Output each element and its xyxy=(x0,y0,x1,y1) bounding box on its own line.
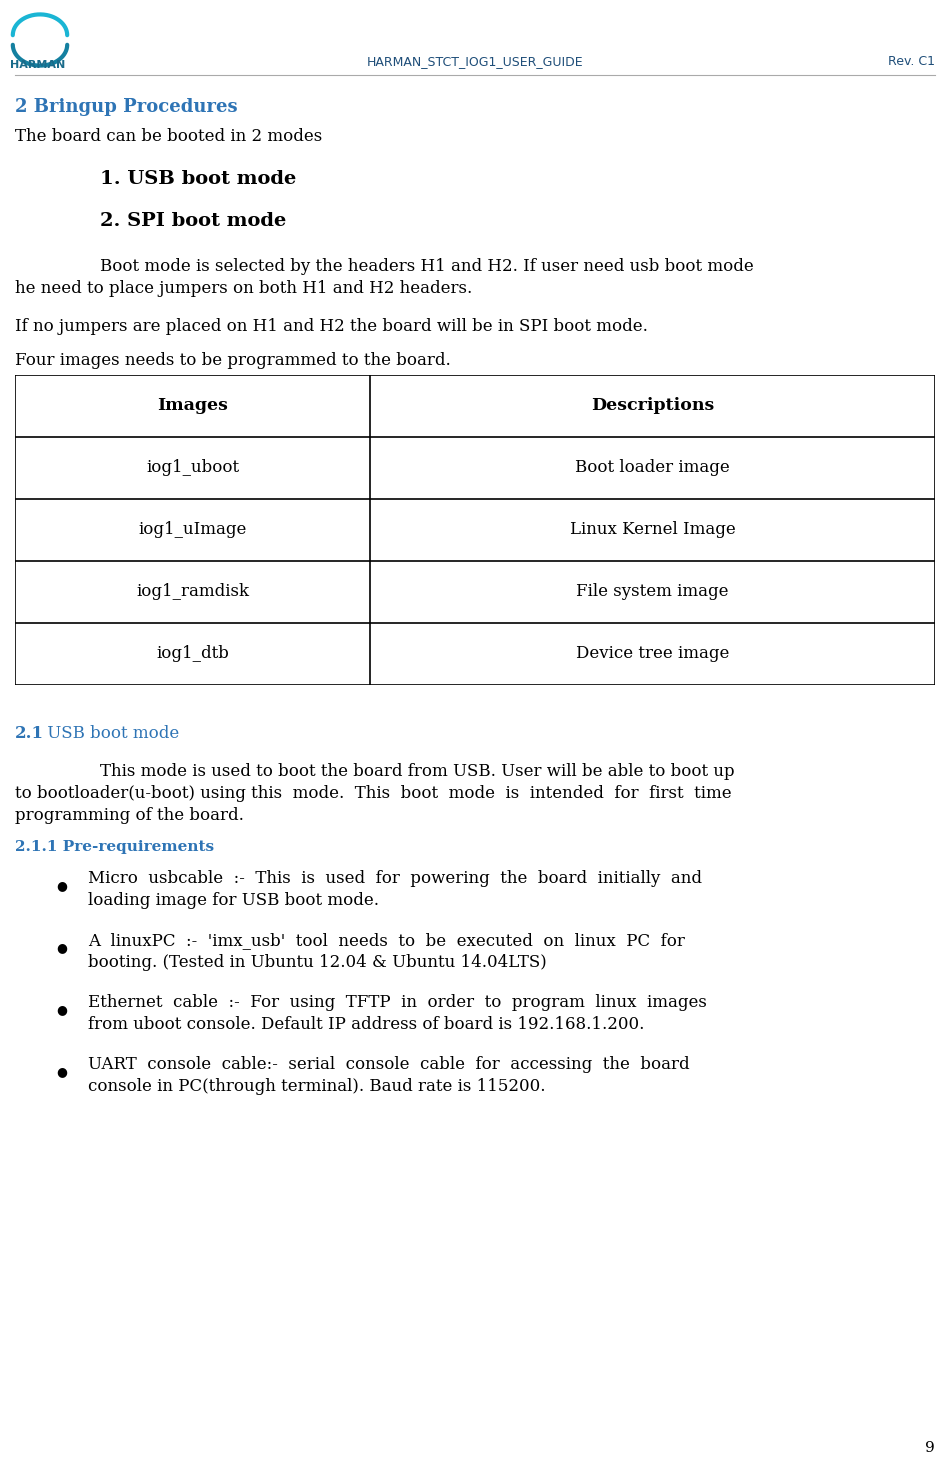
Text: This mode is used to boot the board from USB. User will be able to boot up: This mode is used to boot the board from… xyxy=(100,763,734,780)
Text: Images: Images xyxy=(157,398,228,414)
Text: 9: 9 xyxy=(925,1441,935,1454)
Text: Four images needs to be programmed to the board.: Four images needs to be programmed to th… xyxy=(15,352,451,370)
Text: The board can be booted in 2 modes: The board can be booted in 2 modes xyxy=(15,129,322,145)
Text: HARMAN: HARMAN xyxy=(10,61,66,69)
Text: Ethernet  cable  :-  For  using  TFTP  in  order  to  program  linux  images: Ethernet cable :- For using TFTP in orde… xyxy=(88,995,707,1011)
Text: Boot mode is selected by the headers H1 and H2. If user need usb boot mode: Boot mode is selected by the headers H1 … xyxy=(100,259,754,275)
Text: 2 Bringup Procedures: 2 Bringup Procedures xyxy=(15,98,238,115)
Text: iog1_ramdisk: iog1_ramdisk xyxy=(136,584,249,600)
Text: Boot loader image: Boot loader image xyxy=(575,460,729,476)
Text: Descriptions: Descriptions xyxy=(591,398,714,414)
Text: booting. (Tested in Ubuntu 12.04 & Ubuntu 14.04LTS): booting. (Tested in Ubuntu 12.04 & Ubunt… xyxy=(88,953,547,971)
Text: File system image: File system image xyxy=(576,584,728,600)
Text: ●: ● xyxy=(56,941,68,953)
Text: programming of the board.: programming of the board. xyxy=(15,807,243,825)
Text: ●: ● xyxy=(56,1004,68,1015)
Text: 1. USB boot mode: 1. USB boot mode xyxy=(100,170,297,188)
Text: from uboot console. Default IP address of board is 192.168.1.200.: from uboot console. Default IP address o… xyxy=(88,1015,645,1033)
Text: he need to place jumpers on both H1 and H2 headers.: he need to place jumpers on both H1 and … xyxy=(15,279,473,297)
Text: loading image for USB boot mode.: loading image for USB boot mode. xyxy=(88,893,379,909)
Text: Rev. C1: Rev. C1 xyxy=(888,55,935,68)
Text: 2.1.1 Pre-requirements: 2.1.1 Pre-requirements xyxy=(15,840,214,854)
Text: Linux Kernel Image: Linux Kernel Image xyxy=(570,522,735,538)
Text: 2. SPI boot mode: 2. SPI boot mode xyxy=(100,211,286,231)
Text: iog1_uboot: iog1_uboot xyxy=(146,460,239,476)
Text: A  linuxPC  :-  'imx_usb'  tool  needs  to  be  executed  on  linux  PC  for: A linuxPC :- 'imx_usb' tool needs to be … xyxy=(88,933,685,949)
Text: USB boot mode: USB boot mode xyxy=(42,726,179,742)
Text: 2.1: 2.1 xyxy=(15,726,44,742)
Text: Micro  usbcable  :-  This  is  used  for  powering  the  board  initially  and: Micro usbcable :- This is used for power… xyxy=(88,871,702,887)
Text: UART  console  cable:-  serial  console  cable  for  accessing  the  board: UART console cable:- serial console cabl… xyxy=(88,1055,689,1073)
Text: HARMAN_STCT_IOG1_USER_GUIDE: HARMAN_STCT_IOG1_USER_GUIDE xyxy=(367,55,584,68)
Text: iog1_uImage: iog1_uImage xyxy=(138,522,246,538)
Text: If no jumpers are placed on H1 and H2 the board will be in SPI boot mode.: If no jumpers are placed on H1 and H2 th… xyxy=(15,318,648,336)
Text: iog1_dtb: iog1_dtb xyxy=(156,646,229,662)
Text: ●: ● xyxy=(56,1066,68,1077)
Text: console in PC(through terminal). Baud rate is 115200.: console in PC(through terminal). Baud ra… xyxy=(88,1077,546,1095)
Text: Device tree image: Device tree image xyxy=(575,646,729,662)
Text: to bootloader(u-boot) using this  mode.  This  boot  mode  is  intended  for  fi: to bootloader(u-boot) using this mode. T… xyxy=(15,785,731,803)
Text: ●: ● xyxy=(56,879,68,893)
